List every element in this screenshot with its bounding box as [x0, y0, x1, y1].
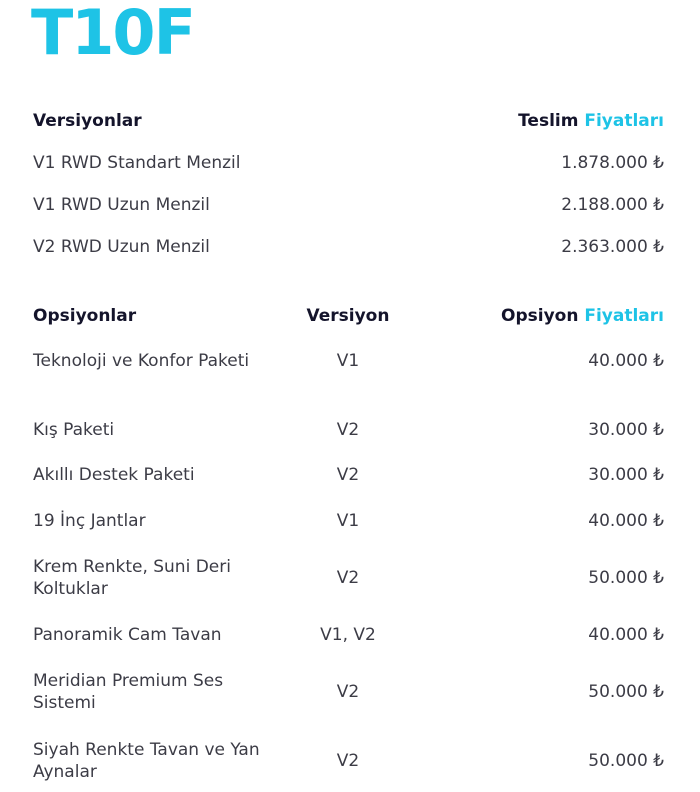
price-accent: Fiyatları	[584, 306, 664, 326]
option-version: V1	[336, 351, 360, 371]
options-column-header: Opsiyonlar	[33, 306, 137, 326]
option-name: Meridian Premium Ses Sistemi	[33, 671, 224, 713]
version-name: V1 RWD Standart Menzil	[33, 153, 241, 173]
option-price: 40.000 ₺	[588, 351, 664, 371]
version-row: V1 RWD Standart Menzil 1.878.000 ₺	[33, 152, 664, 174]
version-price: 2.188.000 ₺	[561, 195, 664, 215]
page-title: T10F	[31, 0, 196, 69]
option-name: Siyah Renkte Tavan ve Yan Aynalar	[33, 740, 260, 782]
option-row: Teknoloji ve Konfor Paketi V1 40.000 ₺	[33, 350, 664, 372]
option-name: Kış Paketi	[33, 420, 115, 440]
option-row: Krem Renkte, Suni Deri Koltuklar V2 50.0…	[33, 556, 664, 600]
versions-column-header: Versiyonlar	[33, 111, 142, 131]
version-column-header: Versiyon	[306, 306, 390, 326]
price-prefix: Teslim	[518, 111, 579, 131]
version-name: V2 RWD Uzun Menzil	[33, 237, 210, 257]
option-price: 30.000 ₺	[588, 420, 664, 440]
option-price: 30.000 ₺	[588, 465, 664, 485]
option-version: V2	[336, 465, 360, 485]
option-version: V2	[336, 682, 360, 702]
option-version: V1, V2	[320, 625, 376, 645]
option-name: Akıllı Destek Paketi	[33, 465, 195, 485]
option-name: Krem Renkte, Suni Deri Koltuklar	[33, 557, 231, 599]
price-accent: Fiyatları	[584, 111, 664, 131]
option-price: 50.000 ₺	[588, 568, 664, 588]
option-name: Panoramik Cam Tavan	[33, 625, 222, 645]
option-name: Teknoloji ve Konfor Paketi	[33, 351, 250, 371]
option-version: V2	[336, 568, 360, 588]
option-price-column-header: Opsiyon Fiyatları	[433, 305, 664, 327]
version-price: 1.878.000 ₺	[561, 153, 664, 173]
option-price: 40.000 ₺	[588, 625, 664, 645]
versions-header: Versiyonlar Teslim Fiyatları	[33, 110, 664, 132]
option-row: Meridian Premium Ses Sistemi V2 50.000 ₺	[33, 670, 664, 714]
option-name: 19 İnç Jantlar	[33, 511, 146, 531]
option-row: Kış Paketi V2 30.000 ₺	[33, 419, 664, 441]
price-prefix: Opsiyon	[501, 306, 579, 326]
option-price: 50.000 ₺	[588, 751, 664, 771]
delivery-price-column-header: Teslim Fiyatları	[518, 110, 664, 132]
option-price: 40.000 ₺	[588, 511, 664, 531]
option-version: V2	[336, 751, 360, 771]
option-version: V2	[336, 420, 360, 440]
option-row: 19 İnç Jantlar V1 40.000 ₺	[33, 510, 664, 532]
version-price: 2.363.000 ₺	[561, 237, 664, 257]
options-header: Opsiyonlar Versiyon Opsiyon Fiyatları	[33, 305, 664, 327]
version-row: V1 RWD Uzun Menzil 2.188.000 ₺	[33, 194, 664, 216]
option-version: V1	[336, 511, 360, 531]
version-row: V2 RWD Uzun Menzil 2.363.000 ₺	[33, 236, 664, 258]
option-row: Panoramik Cam Tavan V1, V2 40.000 ₺	[33, 624, 664, 646]
option-price: 50.000 ₺	[588, 682, 664, 702]
option-row: Akıllı Destek Paketi V2 30.000 ₺	[33, 464, 664, 486]
version-name: V1 RWD Uzun Menzil	[33, 195, 210, 215]
option-row: Siyah Renkte Tavan ve Yan Aynalar V2 50.…	[33, 739, 664, 783]
